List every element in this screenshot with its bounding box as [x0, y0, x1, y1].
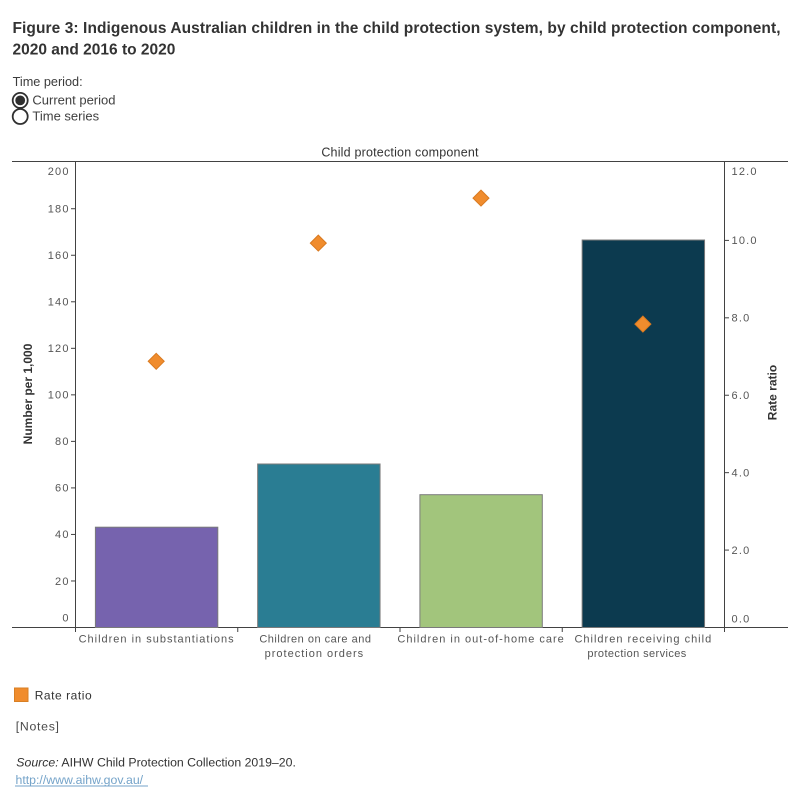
svg-text:Number per 1,000: Number per 1,000	[21, 343, 35, 444]
svg-text:0: 0	[62, 612, 69, 624]
svg-text:Figure 3: Indigenous Australia: Figure 3: Indigenous Australian children…	[13, 20, 781, 37]
svg-text:Children in out-of-home care: Children in out-of-home care	[397, 634, 564, 646]
svg-text:Source: AIHW Child Protection: Source: AIHW Child Protection Collection…	[16, 756, 296, 770]
svg-text:200: 200	[48, 166, 70, 178]
svg-text:2.0: 2.0	[732, 545, 751, 557]
svg-text:180: 180	[48, 204, 70, 216]
svg-text:protection orders: protection orders	[265, 648, 365, 660]
svg-text:20: 20	[55, 576, 70, 588]
svg-text:10.0: 10.0	[732, 235, 758, 247]
svg-text:Current period: Current period	[32, 92, 115, 107]
svg-text:Child protection component: Child protection component	[321, 146, 479, 160]
svg-text:Children in substantiations: Children in substantiations	[79, 634, 235, 646]
svg-text:http://www.aihw.gov.au/: http://www.aihw.gov.au/	[16, 773, 144, 787]
svg-text:120: 120	[48, 343, 70, 355]
svg-text:6.0: 6.0	[732, 390, 751, 402]
svg-text:4.0: 4.0	[732, 468, 751, 480]
svg-text:12.0: 12.0	[732, 166, 758, 178]
svg-text:Time series: Time series	[32, 109, 99, 124]
svg-text:100: 100	[48, 390, 70, 402]
svg-text:Children receiving child: Children receiving child	[574, 634, 712, 646]
svg-text:[Notes]: [Notes]	[16, 719, 60, 733]
svg-text:protection services: protection services	[587, 648, 686, 660]
svg-text:140: 140	[48, 297, 70, 309]
svg-text:160: 160	[48, 250, 70, 262]
svg-text:Rate ratio: Rate ratio	[35, 688, 93, 702]
svg-text:40: 40	[55, 529, 70, 541]
svg-text:Time period:: Time period:	[13, 75, 83, 89]
svg-text:Children on care and: Children on care and	[259, 634, 371, 646]
svg-text:80: 80	[55, 436, 70, 448]
svg-text:60: 60	[55, 483, 70, 495]
svg-text:2020 and 2016 to 2020: 2020 and 2016 to 2020	[13, 42, 176, 59]
svg-text:8.0: 8.0	[732, 313, 751, 325]
svg-text:0.0: 0.0	[732, 613, 751, 625]
svg-text:Rate ratio: Rate ratio	[765, 365, 779, 420]
